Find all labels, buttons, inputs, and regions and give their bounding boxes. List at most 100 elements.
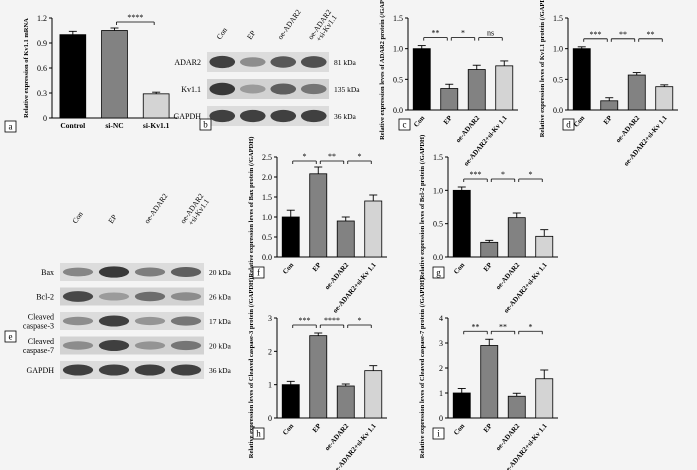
molecular-weight: 20 kDa <box>209 268 232 277</box>
blot-strip <box>207 52 329 72</box>
bar <box>495 65 514 111</box>
band <box>270 109 297 123</box>
blot-strip <box>207 106 329 126</box>
panel-label-c-group: c <box>398 118 411 131</box>
panel-label-e-box <box>4 330 17 343</box>
panel-label-h-box <box>252 427 265 440</box>
x-tick-label: oe-ADAR2 <box>494 261 521 292</box>
significance-label: * <box>358 152 362 161</box>
x-tick-label: oe-ADAR2 <box>454 114 481 145</box>
protein-label: GAPDH <box>173 112 201 121</box>
bar <box>440 88 459 111</box>
y-tick-label: 0.5 <box>553 75 563 84</box>
y-tick-label: 0.0 <box>553 106 563 115</box>
lane-label: EP <box>106 213 118 225</box>
y-tick-label: 1 <box>268 381 272 390</box>
bar <box>452 189 471 258</box>
panel-label-c: c <box>403 120 407 130</box>
x-tick-label: oe-ADAR2 <box>323 261 350 292</box>
band <box>98 315 130 327</box>
band <box>170 266 202 278</box>
y-tick-label: 0.5 <box>262 233 272 242</box>
band <box>170 340 202 351</box>
panel-label-f: f <box>257 268 260 278</box>
chart-c: 0.0 0.5 1.0 1.5 Relative expression leves of… <box>379 0 518 168</box>
band <box>209 55 236 69</box>
y-tick-label: 0.0 <box>393 106 403 115</box>
y-tick-label: 2.0 <box>262 173 272 182</box>
band <box>300 83 327 95</box>
protein-label: caspase-7 <box>23 346 54 355</box>
significance-label: ** <box>619 30 627 39</box>
y-tick-label: 0 <box>268 414 272 423</box>
band <box>209 82 236 96</box>
molecular-weight: 36 kDa <box>334 112 357 121</box>
y-tick-label: 2 <box>268 347 272 356</box>
lane-label: oe-ADAR2 <box>276 7 303 41</box>
y-tick-label: 0 <box>43 114 47 123</box>
x-tick-label: EP <box>482 261 494 274</box>
bar <box>309 335 328 419</box>
band <box>239 109 266 123</box>
panel-label-i-group: i <box>432 427 445 440</box>
chart-g: 0.0 0.5 1.0 1.5 Relative expression leves of… <box>419 135 558 315</box>
bar <box>364 200 383 258</box>
band <box>239 84 266 94</box>
band <box>134 316 166 326</box>
panel-label-g: g <box>436 268 441 278</box>
bar <box>452 392 471 419</box>
bar <box>627 74 646 111</box>
y-tick-label: 3 <box>268 314 272 323</box>
y-tick-label: 0 <box>439 414 443 423</box>
bar <box>336 220 355 258</box>
significance-label: * <box>303 152 307 161</box>
band <box>62 267 94 277</box>
x-tick-label: EP <box>602 114 614 127</box>
x-tick-label: EP <box>311 261 323 274</box>
panel-label-e: e <box>9 332 13 342</box>
bar <box>507 395 526 419</box>
band <box>170 292 202 301</box>
bar <box>600 100 619 111</box>
panel-label-a-box <box>4 120 17 133</box>
significance-label: *** <box>470 170 482 179</box>
molecular-weight: 135 kDa <box>334 85 360 94</box>
x-tick-label: oe-ADAR2 <box>494 422 521 453</box>
bar <box>655 86 674 111</box>
y-tick-label: 0.9 <box>37 39 47 48</box>
y-tick-label: 1.2 <box>37 14 47 23</box>
y-axis-label: Relative expression leves of Cleaved cas… <box>419 278 426 458</box>
y-axis-label: Relative expression leves of ADAR2 prote… <box>379 0 386 140</box>
bar <box>467 69 486 111</box>
y-tick-label: 1.0 <box>262 213 272 222</box>
panel-label-g-group: g <box>432 266 445 279</box>
bar <box>281 216 300 258</box>
bar <box>364 370 383 419</box>
lane-label: Con <box>215 26 230 42</box>
band <box>62 341 94 350</box>
bar <box>142 93 170 119</box>
bar <box>480 241 499 258</box>
y-tick-label: 4 <box>439 314 443 323</box>
y-tick-label: 1.0 <box>393 45 403 54</box>
y-tick-label: 0.0 <box>433 253 443 262</box>
blot-strip <box>207 79 329 99</box>
band <box>62 364 94 376</box>
y-tick-label: 1 <box>439 389 443 398</box>
panel-label-c-box <box>398 118 411 131</box>
x-tick-label: EP <box>311 422 323 435</box>
band <box>98 364 130 376</box>
y-tick-label: 1.0 <box>553 45 563 54</box>
significance-label: * <box>529 322 533 331</box>
band <box>170 364 202 376</box>
protein-label: Bcl-2 <box>36 293 54 302</box>
y-tick-label: 2.5 <box>262 153 272 162</box>
panel-label-i-box <box>432 427 445 440</box>
significance-label: ** <box>647 30 655 39</box>
x-tick-label: oe-ADAR2 <box>323 422 350 453</box>
band <box>170 316 202 326</box>
blot-strip <box>60 287 204 306</box>
